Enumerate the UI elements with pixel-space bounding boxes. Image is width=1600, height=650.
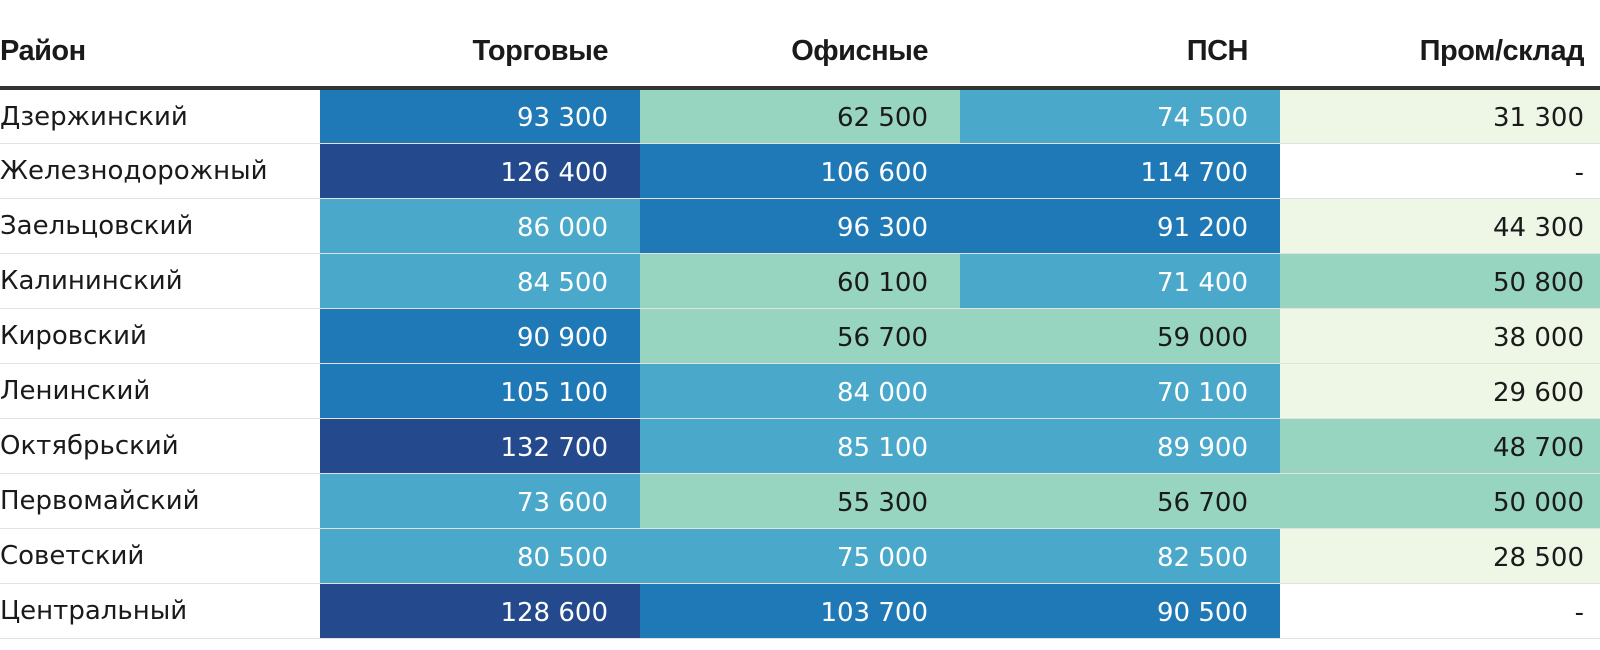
heatmap-cell: 28 500 (1280, 528, 1600, 584)
heatmap-cell: 91 200 (960, 198, 1280, 254)
heatmap-cell: 85 100 (640, 418, 960, 474)
heatmap-cell: 90 900 (320, 308, 640, 364)
heatmap-cell: 56 700 (640, 308, 960, 364)
heatmap-cell: 48 700 (1280, 418, 1600, 474)
heatmap-cell: 80 500 (320, 528, 640, 584)
heatmap-cell: 84 000 (640, 363, 960, 419)
table-row: Заельцовский 86 000 96 300 91 200 44 300 (0, 198, 1600, 254)
heatmap-cell: 75 000 (640, 528, 960, 584)
district-name: Калининский (0, 253, 320, 309)
heatmap-cell: 106 600 (640, 143, 960, 199)
column-header-retail: Торговые (320, 0, 640, 90)
heatmap-cell: 71 400 (960, 253, 1280, 309)
heatmap-cell: 84 500 (320, 253, 640, 309)
district-name: Первомайский (0, 473, 320, 529)
table-row: Первомайский 73 600 55 300 56 700 50 000 (0, 473, 1600, 529)
heatmap-cell: 132 700 (320, 418, 640, 474)
table-row: Ленинский 105 100 84 000 70 100 29 600 (0, 363, 1600, 419)
district-name: Ленинский (0, 363, 320, 419)
heatmap-cell: 103 700 (640, 583, 960, 639)
table-row: Калининский 84 500 60 100 71 400 50 800 (0, 253, 1600, 309)
table-row: Октябрьский 132 700 85 100 89 900 48 700 (0, 418, 1600, 474)
heatmap-cell: 38 000 (1280, 308, 1600, 364)
heatmap-cell: 29 600 (1280, 363, 1600, 419)
heatmap-cell: 128 600 (320, 583, 640, 639)
heatmap-cell: 89 900 (960, 418, 1280, 474)
district-name: Заельцовский (0, 198, 320, 254)
heatmap-cell: 56 700 (960, 473, 1280, 529)
heatmap-cell: 105 100 (320, 363, 640, 419)
heatmap-cell: 55 300 (640, 473, 960, 529)
heatmap-cell: 96 300 (640, 198, 960, 254)
table-row: Железнодорожный 126 400 106 600 114 700- (0, 143, 1600, 199)
district-name: Центральный (0, 583, 320, 639)
heatmap-cell: 73 600 (320, 473, 640, 529)
district-name: Дзержинский (0, 88, 320, 144)
heatmap-cell: 50 800 (1280, 253, 1600, 309)
heatmap-cell: 62 500 (640, 88, 960, 144)
table-row: Центральный 128 600 103 700 90 500- (0, 583, 1600, 639)
heatmap-cell: 93 300 (320, 88, 640, 144)
heatmap-cell: - (1280, 143, 1600, 199)
table-row: Советский 80 500 75 000 82 500 28 500 (0, 528, 1600, 584)
heatmap-cell: 82 500 (960, 528, 1280, 584)
heatmap-cell: 74 500 (960, 88, 1280, 144)
district-name: Кировский (0, 308, 320, 364)
district-name: Железнодорожный (0, 143, 320, 199)
heatmap-cell: 126 400 (320, 143, 640, 199)
column-header-office: Офисные (640, 0, 960, 90)
heatmap-cell: 90 500 (960, 583, 1280, 639)
heatmap-cell: 59 000 (960, 308, 1280, 364)
heatmap-cell: 86 000 (320, 198, 640, 254)
heatmap-cell: 70 100 (960, 363, 1280, 419)
column-header-industrial-warehouse: Пром/склад (1280, 0, 1600, 90)
table-row: Кировский 90 900 56 700 59 000 38 000 (0, 308, 1600, 364)
table-row: Дзержинский 93 300 62 500 74 500 31 300 (0, 88, 1600, 144)
heatmap-cell: 44 300 (1280, 198, 1600, 254)
header-row: Район Торговые Офисные ПСН Пром/склад (0, 0, 1600, 90)
table-body: Дзержинский 93 300 62 500 74 500 31 300 Желез… (0, 88, 1600, 639)
heatmap-cell: 50 000 (1280, 473, 1600, 529)
heatmap-cell: 60 100 (640, 253, 960, 309)
district-name: Октябрьский (0, 418, 320, 474)
column-header-psn: ПСН (960, 0, 1280, 90)
district-name: Советский (0, 528, 320, 584)
heatmap-cell: - (1280, 583, 1600, 639)
column-header-district: Район (0, 0, 320, 90)
heatmap-cell: 31 300 (1280, 88, 1600, 144)
heatmap-cell: 114 700 (960, 143, 1280, 199)
